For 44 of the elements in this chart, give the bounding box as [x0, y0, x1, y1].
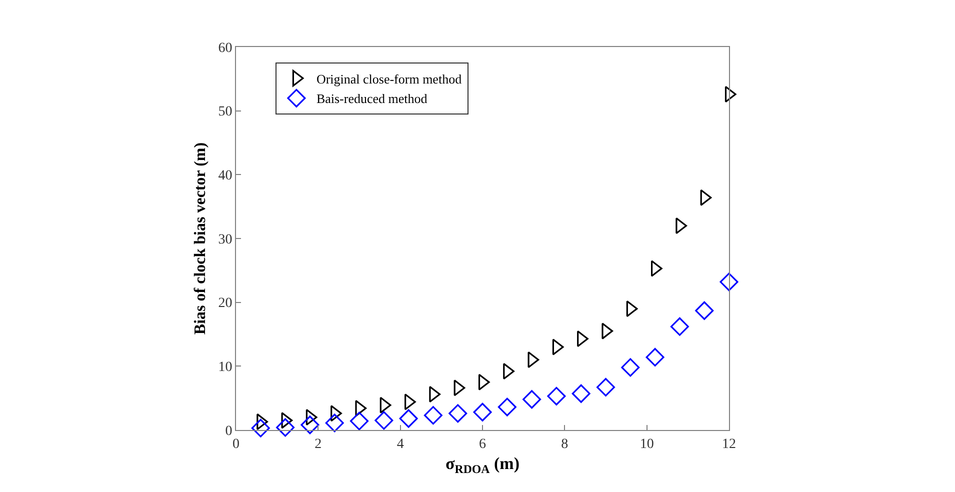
point: [350, 412, 368, 430]
point: [251, 418, 270, 438]
point: [621, 358, 640, 377]
point: [374, 411, 394, 430]
point: [473, 402, 492, 422]
point: [454, 380, 466, 396]
point: [700, 189, 712, 206]
point: [380, 396, 392, 414]
point: [276, 418, 295, 437]
point: [448, 404, 468, 423]
point: [720, 272, 738, 292]
x-tick-label: 10: [640, 436, 654, 452]
x-tick-label: 12: [722, 436, 736, 452]
point: [596, 378, 615, 396]
x-axis-title: σ$_{RDOA}$ (m): [446, 454, 520, 476]
legend-label: Original close-form method: [316, 71, 462, 86]
point: [547, 386, 566, 406]
y-tick-label: 0: [225, 424, 232, 439]
y-tick-label: 60: [218, 40, 232, 56]
point: [478, 374, 490, 390]
x-tick-label: 8: [561, 436, 568, 452]
point: [572, 384, 590, 403]
point: [325, 414, 344, 432]
y-tick-label: 20: [218, 296, 232, 312]
point: [602, 322, 614, 340]
point: [522, 390, 542, 409]
y-axis-title: Bias of clock bias vector (m): [192, 142, 210, 335]
legend-label: Bais-reduced method: [316, 91, 428, 106]
point: [646, 348, 664, 366]
x-tick-label: 4: [396, 436, 404, 452]
point: [300, 416, 320, 434]
point: [424, 406, 442, 425]
x-tick-label: 2: [314, 436, 322, 452]
point: [670, 317, 689, 336]
y-tick-label: 30: [218, 232, 232, 248]
y-tick-label: 40: [218, 168, 232, 184]
point: [695, 301, 714, 320]
point: [399, 409, 418, 428]
point: [498, 398, 516, 416]
y-tick-label: 10: [218, 360, 232, 376]
y-tick-label: 50: [218, 104, 232, 120]
point: [281, 412, 293, 429]
x-tick-label: 6: [479, 436, 486, 452]
point: [552, 338, 564, 356]
